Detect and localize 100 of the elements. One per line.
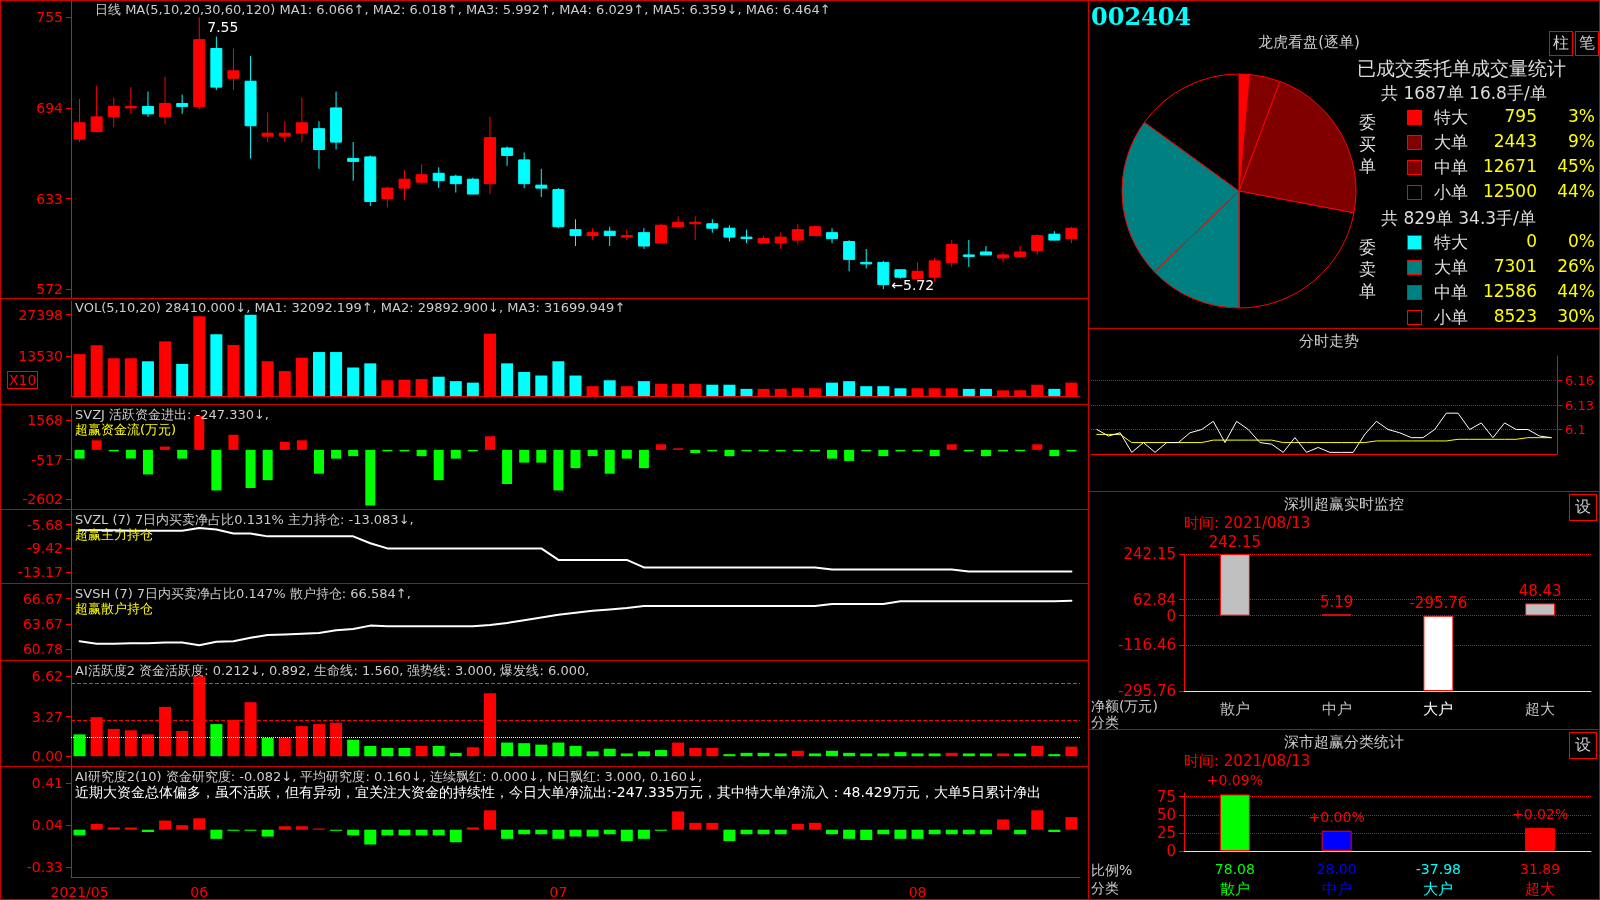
text: 柱 (1549, 31, 1573, 56)
x-tick-label: 中户 (1321, 880, 1352, 898)
chart-title: AI研究度2(10) 资金研究度: -0.082↓, 平均研究度: 0.160↓, 连续飘红: 0.000↓, N日飘红: 3.000, 0.160↓, (75, 768, 703, 785)
bar (261, 829, 274, 837)
text: 已成交委托单成交量统计 (1357, 56, 1566, 81)
bar (1048, 754, 1061, 757)
text: 超赢资金流(万元) (75, 422, 177, 439)
text: 设 (1569, 494, 1597, 521)
y-tick-label: 242.15 (1123, 545, 1176, 563)
bar (603, 748, 616, 757)
bar (962, 388, 975, 396)
y-tick-label: 3.27 (31, 708, 63, 725)
legend-label: 大单 (1434, 256, 1468, 279)
line-series (1096, 412, 1552, 453)
bar (330, 352, 343, 396)
bar (827, 449, 838, 459)
y-tick-label: 75 (1156, 787, 1176, 806)
bar (347, 739, 360, 757)
bar (706, 384, 719, 396)
bar (621, 449, 632, 459)
bar (141, 361, 154, 396)
y-tick-label: 1568 (27, 411, 63, 428)
bar (535, 744, 548, 757)
annotation: 7.55 (207, 19, 239, 36)
bar (381, 748, 394, 757)
bar (296, 440, 307, 450)
candlestick (826, 227, 839, 244)
x-tick-label: 中户 (1321, 700, 1352, 718)
candlestick (672, 215, 685, 228)
text: 设 (1569, 732, 1597, 759)
bar (620, 829, 633, 842)
bar (690, 449, 701, 454)
candlestick (791, 223, 804, 246)
candlestick (159, 76, 172, 125)
y-axis-title: 比例% (1091, 862, 1133, 880)
bar (245, 449, 256, 489)
candlestick (176, 94, 189, 115)
bar (552, 742, 565, 757)
bar (980, 449, 991, 457)
candlestick (877, 260, 890, 290)
bar (637, 751, 650, 757)
y-axis-title: 净额(万元) (1091, 698, 1158, 715)
candlestick (535, 168, 548, 198)
text: -37.98 (1415, 861, 1461, 877)
bar (228, 434, 239, 450)
y-tick-label: 6.16 (1565, 373, 1594, 388)
x-tick-label: 散户 (1219, 700, 1250, 718)
candlestick (997, 251, 1010, 263)
candlestick (603, 226, 616, 247)
bar (946, 444, 957, 450)
x-axis-title: 分类 (1091, 880, 1119, 898)
bar (518, 371, 531, 396)
candlestick (124, 86, 137, 115)
bar (1031, 810, 1044, 830)
annotation: 近期大资金总体偏多，虽不活跃，但有异动，宜关注大资金的持续性，今日大单净流出:-247.335万元，其中特大单净流入：48.429万元，大单5日累计净出 (75, 784, 1041, 802)
bar (723, 384, 736, 396)
data-label: 78.08 (1214, 861, 1255, 877)
bar (928, 753, 941, 757)
bar (569, 745, 582, 757)
legend-label: 特大 (1434, 106, 1468, 129)
bar (210, 724, 223, 757)
y-tick-label: 0 (1166, 842, 1176, 860)
text: 45% (1557, 156, 1595, 176)
bar (569, 829, 582, 837)
annotation: +0.00% (1308, 808, 1365, 825)
bar (638, 449, 649, 469)
candlestick (398, 169, 411, 201)
bar (843, 381, 856, 396)
bar (570, 449, 581, 469)
chart-subtitle: 002404 (1091, 2, 1192, 31)
bar (312, 352, 325, 396)
bar (313, 449, 324, 474)
bar (466, 827, 479, 830)
bar (774, 753, 787, 757)
bar (449, 381, 462, 396)
bar (501, 829, 514, 839)
text: 共 829单 34.3手/单 (1381, 207, 1536, 230)
bar (586, 751, 599, 757)
text: 委买单 (1359, 111, 1377, 177)
bar (73, 734, 86, 757)
bar (997, 753, 1010, 757)
bar (91, 440, 102, 450)
bar (979, 753, 992, 757)
bar (553, 449, 564, 491)
bar (501, 742, 514, 757)
bar (262, 449, 273, 481)
bar (279, 441, 290, 450)
data-label: 2443 (1493, 131, 1537, 151)
bar (603, 380, 616, 396)
text: 30% (1557, 306, 1595, 326)
text: 26% (1557, 256, 1595, 276)
chart-title: SVSH (7) 7日内买卖净占比0.147% 散户持仓: 66.584↑, (75, 585, 411, 602)
chart-subtitle: 时间: 2021/08/13 (1184, 752, 1311, 771)
bar (791, 823, 804, 830)
bar (295, 826, 308, 830)
bar (142, 449, 153, 475)
bar (962, 753, 975, 757)
bar (1032, 444, 1043, 450)
bar (1049, 449, 1060, 457)
text: 共 1687单 16.8手/单 (1381, 82, 1547, 105)
